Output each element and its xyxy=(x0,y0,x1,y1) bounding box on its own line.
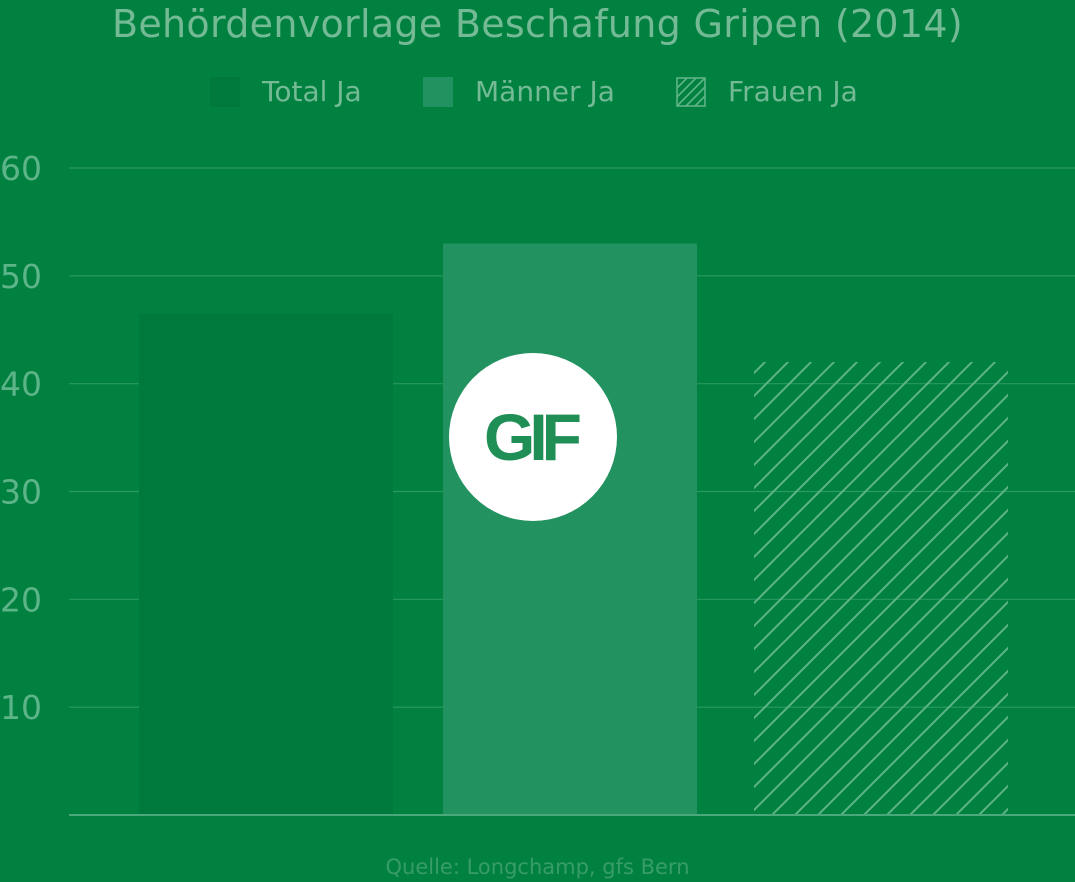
gif-badge-label: GIF xyxy=(484,400,582,474)
y-tick-label-40: 40 xyxy=(0,365,42,404)
chart-legend: Total Ja Männer Ja Frauen Ja xyxy=(0,74,1075,110)
bar-männer-ja xyxy=(443,243,697,815)
legend-swatch-frauen xyxy=(676,77,706,107)
legend-swatch-maenner xyxy=(423,77,453,107)
legend-label-frauen: Frauen Ja xyxy=(728,75,858,108)
y-tick-label-60: 60 xyxy=(0,149,42,188)
chart-title: Behördenvorlage Beschafung Gripen (2014) xyxy=(111,2,963,46)
y-tick-label-20: 20 xyxy=(0,580,42,619)
bars xyxy=(139,243,1008,815)
y-tick-label-10: 10 xyxy=(0,688,42,727)
legend-label-total: Total Ja xyxy=(262,75,362,108)
y-tick-label-50: 50 xyxy=(0,257,42,296)
chart-source: Quelle: Longchamp, gfs Bern xyxy=(385,855,690,879)
bar-total-ja xyxy=(139,313,393,815)
gif-play-badge[interactable]: GIF xyxy=(449,353,617,521)
legend-swatch-total xyxy=(210,77,240,107)
bar-frauen-ja xyxy=(754,362,1008,815)
legend-label-maenner: Männer Ja xyxy=(475,75,615,108)
y-tick-label-30: 30 xyxy=(0,473,42,512)
y-axis-ticks: 10 20 30 40 50 60 xyxy=(0,149,42,727)
